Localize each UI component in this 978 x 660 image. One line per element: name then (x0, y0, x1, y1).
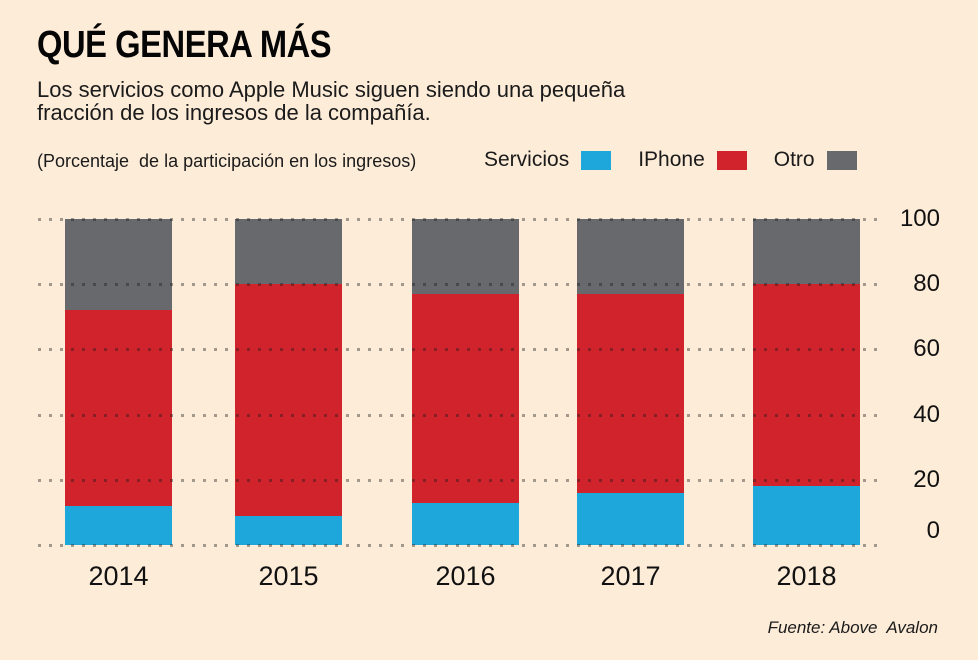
y-tick-label-40: 40 (913, 400, 940, 428)
chart-legend: Servicios IPhone Otro (484, 148, 857, 172)
y-tick-label-0: 0 (926, 517, 940, 544)
legend-item-otro: Otro (774, 148, 857, 172)
source-credit: Fuente: Above Avalon (767, 618, 938, 637)
gridline-0 (38, 544, 882, 547)
bar-segment-servicios-2018 (753, 486, 860, 545)
legend-swatch-iphone (716, 150, 747, 170)
legend-label-servicios: Servicios (484, 148, 570, 171)
bar-segment-otro-2018 (753, 219, 860, 285)
x-label-2014: 2014 (88, 561, 149, 591)
bar-segment-otro-2015 (235, 219, 342, 285)
gridline-20 (38, 478, 882, 482)
y-tick-label-20: 20 (913, 465, 940, 493)
chart-plot (38, 218, 882, 547)
bar-segment-servicios-2015 (235, 515, 342, 545)
legend-label-iphone: IPhone (638, 148, 705, 171)
bar-segment-otro-2016 (412, 219, 519, 294)
bar-segment-iphone-2014 (65, 310, 172, 506)
gridline-40 (38, 413, 882, 417)
bar-segment-otro-2017 (577, 219, 684, 294)
subtitle-line-1: Los servicios como Apple Music siguen si… (37, 77, 626, 102)
bar-segment-iphone-2015 (235, 284, 342, 516)
legend-item-servicios: Servicios (484, 148, 612, 172)
bar-segment-servicios-2016 (412, 502, 519, 545)
y-tick-label-100: 100 (899, 205, 940, 232)
page-title: QUÉ GENERA MÁS (37, 24, 332, 66)
y-tick-label-60: 60 (913, 335, 940, 363)
y-axis-note: (Porcentaje de la participación en los i… (37, 151, 417, 171)
x-label-2016: 2016 (435, 561, 496, 591)
gridline-60 (38, 348, 882, 352)
legend-swatch-servicios (581, 150, 612, 170)
bar-segment-otro-2014 (65, 219, 172, 311)
bar-2018 (753, 219, 860, 545)
legend-swatch-otro (826, 150, 857, 170)
chart-subtitle: Los servicios como Apple Music siguen si… (37, 78, 625, 124)
bar-segment-servicios-2017 (577, 492, 684, 545)
x-label-2018: 2018 (776, 561, 837, 591)
bar-segment-servicios-2014 (65, 505, 172, 545)
y-tick-label-80: 80 (913, 270, 940, 298)
gridline-80 (38, 283, 882, 287)
bar-segment-iphone-2016 (412, 293, 519, 503)
legend-item-iphone: IPhone (638, 148, 747, 172)
bar-2014 (65, 219, 172, 545)
bar-2017 (577, 219, 684, 545)
bar-segment-iphone-2017 (577, 293, 684, 493)
bar-2016 (412, 219, 519, 545)
legend-label-otro: Otro (773, 148, 815, 171)
x-label-2017: 2017 (600, 561, 661, 591)
x-label-2015: 2015 (258, 561, 319, 591)
subtitle-line-2: fracción de los ingresos de la compañía. (37, 100, 431, 125)
bar-2015 (235, 219, 342, 545)
gridline-100 (38, 218, 882, 221)
bar-segment-iphone-2018 (753, 284, 860, 487)
